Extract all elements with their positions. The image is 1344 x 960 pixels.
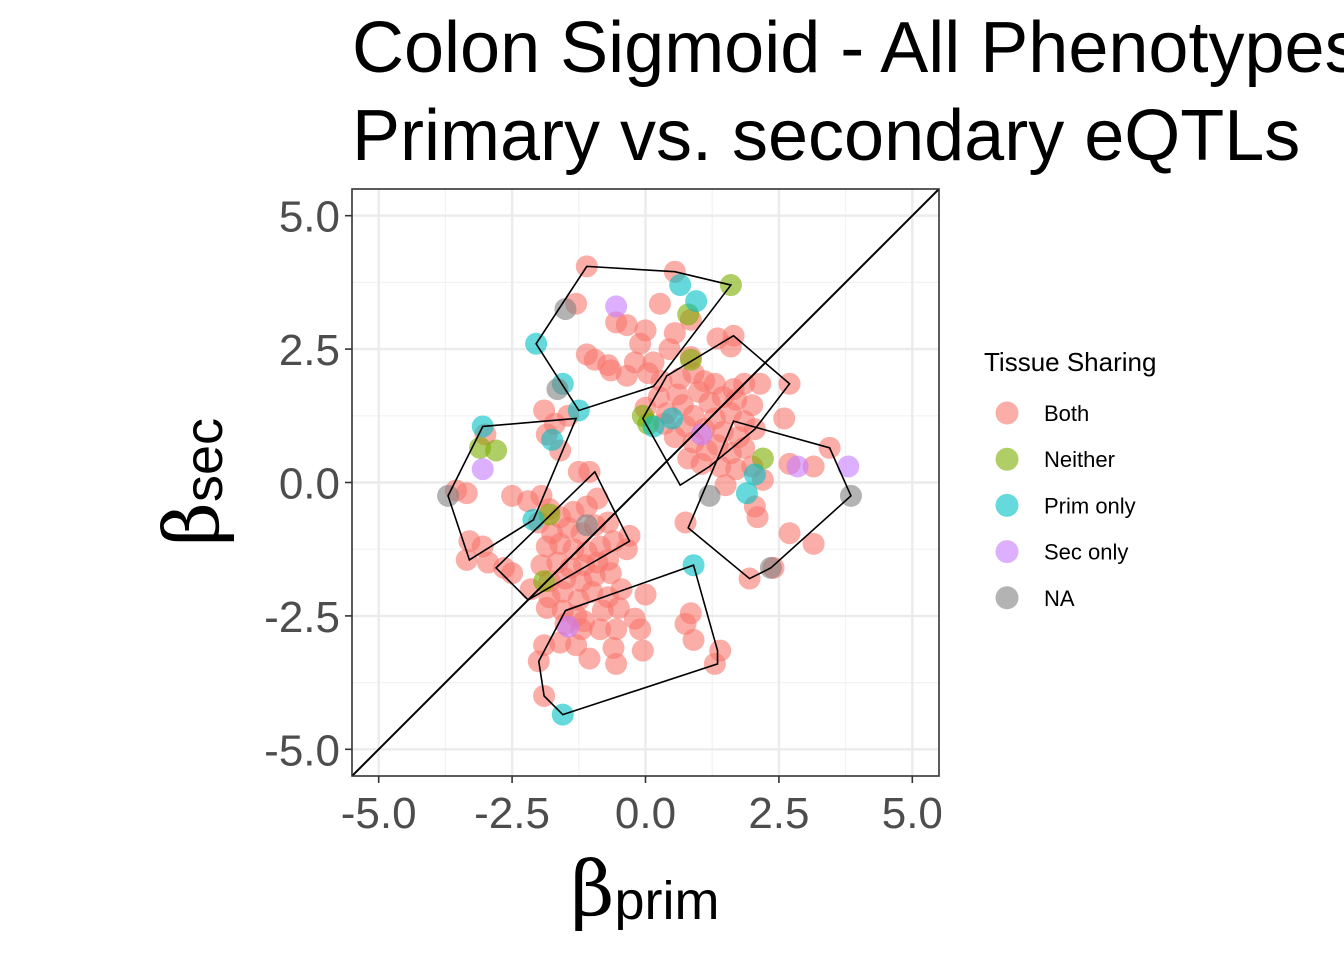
y-tick-label: 5.0 <box>279 193 340 242</box>
chart-title-line-1: Colon Sigmoid - All Phenotypes <box>352 8 1344 88</box>
point-sec-only <box>605 295 628 318</box>
x-axis-title: βprim <box>571 844 720 933</box>
cluster-hull <box>537 564 719 716</box>
point-both <box>455 482 478 505</box>
y-axis-title: βsec <box>147 418 236 546</box>
x-tick-label: 5.0 <box>882 789 943 838</box>
point-both <box>605 652 628 675</box>
point-na <box>546 378 569 401</box>
cluster-hull <box>535 265 733 412</box>
point-sec-only <box>837 455 860 478</box>
point-prim-only <box>743 463 766 486</box>
plot-area <box>351 188 940 777</box>
chart-title-line-2: Primary vs. secondary eQTLs <box>352 96 1300 176</box>
point-both <box>629 332 652 355</box>
point-both <box>690 452 713 475</box>
y-tick-label: 0.0 <box>279 460 340 509</box>
point-both <box>714 474 737 497</box>
point-both <box>597 511 620 534</box>
legend-key-sec-only <box>995 540 1019 564</box>
point-prim-only <box>685 290 708 313</box>
point-neither <box>533 570 556 593</box>
x-tick-label: 2.5 <box>748 789 809 838</box>
legend-label-sec-only: Sec only <box>1044 540 1128 565</box>
x-axis-symbol: β <box>571 844 615 933</box>
cluster-hull <box>687 420 852 580</box>
point-both <box>455 548 478 571</box>
point-both <box>802 455 825 478</box>
point-both <box>578 460 601 483</box>
point-prim-only <box>735 482 758 505</box>
y-axis-symbol: β <box>147 502 236 546</box>
point-both <box>663 426 686 449</box>
legend-label-neither: Neither <box>1044 447 1115 472</box>
point-both <box>631 639 654 662</box>
point-both <box>658 338 681 361</box>
point-both <box>607 596 630 619</box>
y-tick-label: 2.5 <box>279 326 340 375</box>
point-na <box>554 298 577 321</box>
legend-label-prim-only: Prim only <box>1044 493 1136 518</box>
point-both <box>589 618 612 641</box>
tick-labels: -5.0 -2.5 0.0 2.5 5.0 -5.0 -2.5 0.0 2.5 5.0 <box>264 193 943 838</box>
point-both <box>634 583 657 606</box>
legend: Tissue Sharing Both Neither Prim only Sec o… <box>984 347 1156 611</box>
y-tick-label: -5.0 <box>264 726 340 775</box>
identity-line <box>352 189 939 776</box>
point-both <box>802 532 825 555</box>
point-both <box>778 522 801 545</box>
point-both <box>501 562 524 585</box>
legend-label-na: NA <box>1044 586 1075 611</box>
point-both <box>615 538 638 561</box>
point-both <box>586 487 609 510</box>
point-sec-only <box>786 455 809 478</box>
point-both <box>749 372 772 395</box>
legend-key-both <box>995 401 1019 425</box>
point-neither <box>679 348 702 371</box>
x-axis-subscript: prim <box>614 871 719 931</box>
point-na <box>575 514 598 537</box>
point-sec-only <box>690 423 713 446</box>
x-tick-label: -2.5 <box>474 789 550 838</box>
point-prim-only <box>661 407 684 430</box>
point-both <box>703 652 726 675</box>
point-both <box>615 314 638 337</box>
point-neither <box>485 439 508 462</box>
point-both <box>746 506 769 529</box>
legend-label-both: Both <box>1044 401 1089 426</box>
legend-key-na <box>995 586 1019 610</box>
legend-title: Tissue Sharing <box>984 347 1156 377</box>
point-both <box>615 364 638 387</box>
point-prim-only <box>669 274 692 297</box>
point-both <box>719 335 742 358</box>
point-both <box>610 578 633 601</box>
point-both <box>578 647 601 670</box>
point-sec-only <box>471 458 494 481</box>
point-both <box>773 407 796 430</box>
cluster-hull <box>447 417 578 562</box>
point-sec-only <box>557 615 580 638</box>
point-both <box>629 618 652 641</box>
point-prim-only <box>642 415 665 438</box>
y-axis-subscript: sec <box>174 418 234 502</box>
x-tick-label: -5.0 <box>341 789 417 838</box>
cluster-hull <box>641 334 791 487</box>
x-tick-label: 0.0 <box>615 789 676 838</box>
point-both <box>674 511 697 534</box>
y-tick-label: -2.5 <box>264 593 340 642</box>
point-both <box>605 618 628 641</box>
point-both <box>648 292 671 315</box>
point-prim-only <box>541 428 564 451</box>
point-both <box>682 628 705 651</box>
point-both <box>599 562 622 585</box>
legend-key-prim-only <box>995 493 1019 517</box>
legend-key-neither <box>995 447 1019 471</box>
